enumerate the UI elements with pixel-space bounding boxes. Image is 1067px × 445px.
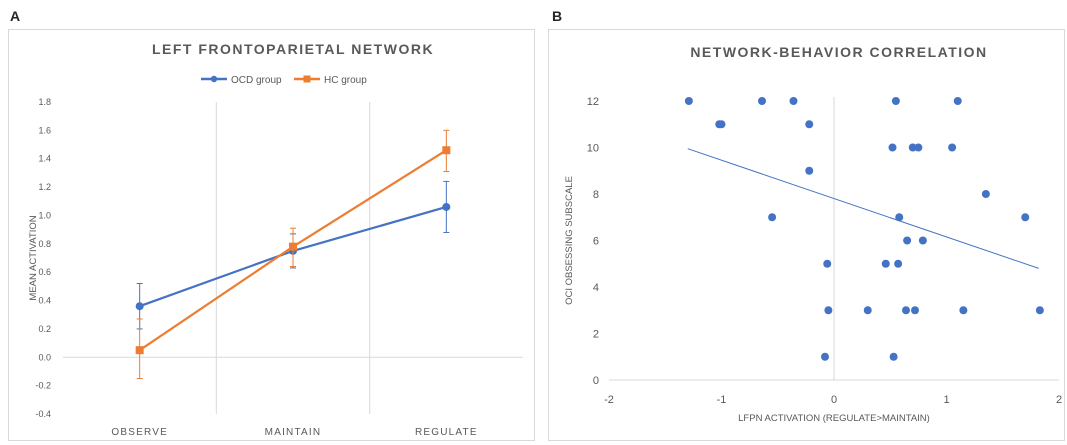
chart-b-panel: NETWORK-BEHAVIOR CORRELATION 0 2 4 6 8 10 12 -2-… (548, 29, 1065, 441)
y-tick-label: 0.2 (38, 324, 51, 334)
data-point (135, 346, 144, 355)
data-point (135, 302, 144, 311)
y-tick-label: 0.0 (38, 352, 51, 362)
data-point (768, 213, 777, 222)
legend-label-1: HC group (324, 75, 367, 86)
data-point (805, 166, 814, 175)
data-point (959, 306, 968, 315)
data-point (1021, 213, 1030, 222)
y-tick-label: -0.2 (35, 381, 51, 391)
legend-marker-0 (210, 75, 218, 83)
y-tick-label: 1.2 (38, 182, 51, 192)
x-axis-label: LFPN ACTIVATION (REGULATE>MAINTAIN) (738, 413, 930, 424)
y-tick-label: 1.0 (38, 210, 51, 220)
data-point (908, 143, 917, 152)
data-point (914, 143, 923, 152)
data-point (881, 259, 890, 268)
x-category-label: REGULATE (415, 427, 478, 438)
y-tick-label: 1.6 (38, 125, 51, 135)
data-point (894, 259, 903, 268)
chart-title: LEFT FRONTOPARIETAL NETWORK (152, 41, 434, 57)
y-tick-label: 8 (593, 189, 599, 201)
scatter-chart: NETWORK-BEHAVIOR CORRELATION024681012-2-… (564, 44, 1062, 424)
data-point (758, 97, 766, 105)
data-point (981, 190, 990, 198)
panel-a-letter: A (10, 8, 21, 24)
y-tick-label: 2 (593, 329, 599, 341)
y-axis-label: MEAN ACTIVATION (28, 215, 39, 300)
data-point (824, 306, 833, 315)
data-point (1035, 306, 1044, 315)
data-point (805, 120, 814, 129)
data-point (821, 352, 829, 361)
data-point (823, 259, 832, 268)
y-tick-label: 1.8 (38, 97, 51, 107)
chart-title: NETWORK-BEHAVIOR CORRELATION (690, 44, 987, 60)
series-1 (135, 129, 451, 380)
x-tick-label: 0 (831, 394, 837, 406)
data-point (891, 97, 900, 105)
data-point (902, 306, 910, 315)
y-tick-label: 0.4 (38, 296, 51, 306)
y-tick-label: 0.8 (38, 239, 51, 249)
y-tick-label: 4 (593, 282, 599, 294)
y-tick-label: 1.4 (38, 154, 51, 164)
x-tick-label: -1 (717, 394, 727, 406)
chart-a-panel: LEFT FRONTOPARIETAL NETWORK OCD group HC g… (8, 29, 535, 441)
data-point (717, 120, 726, 129)
y-tick-label: 0.6 (38, 267, 51, 277)
trendline (687, 148, 1039, 269)
data-point (911, 306, 919, 315)
y-tick-label: 10 (587, 143, 599, 155)
y-tick-label: 6 (593, 236, 599, 248)
x-category-label: OBSERVE (111, 427, 168, 438)
data-point (889, 352, 898, 361)
data-point (442, 146, 451, 155)
x-tick-label: 2 (1056, 394, 1062, 406)
y-axis-label: OCI OBSESSING SUBSCALE (564, 176, 575, 305)
data-point (789, 97, 798, 105)
data-point (948, 143, 957, 152)
data-point (684, 97, 693, 105)
x-tick-label: -2 (604, 394, 614, 406)
scatter-points (684, 97, 1044, 361)
data-point (442, 202, 451, 211)
y-tick-label: -0.4 (35, 409, 51, 419)
data-point (863, 306, 872, 315)
data-point (888, 143, 897, 152)
legend-marker-1 (303, 75, 311, 83)
data-point (918, 236, 927, 245)
chart-legend: OCD group HC group (201, 75, 367, 86)
data-point (895, 213, 904, 222)
data-point (903, 236, 912, 245)
legend-label-0: OCD group (231, 75, 282, 86)
x-tick-label: 1 (943, 394, 949, 406)
panel-b-letter: B (552, 8, 563, 24)
y-tick-label: 12 (587, 96, 599, 108)
data-point (953, 97, 962, 105)
y-tick-label: 0 (593, 375, 599, 387)
data-point (289, 242, 297, 251)
line-chart: LEFT FRONTOPARIETAL NETWORK OCD group HC g… (28, 41, 523, 438)
x-category-label: MAINTAIN (265, 427, 322, 438)
